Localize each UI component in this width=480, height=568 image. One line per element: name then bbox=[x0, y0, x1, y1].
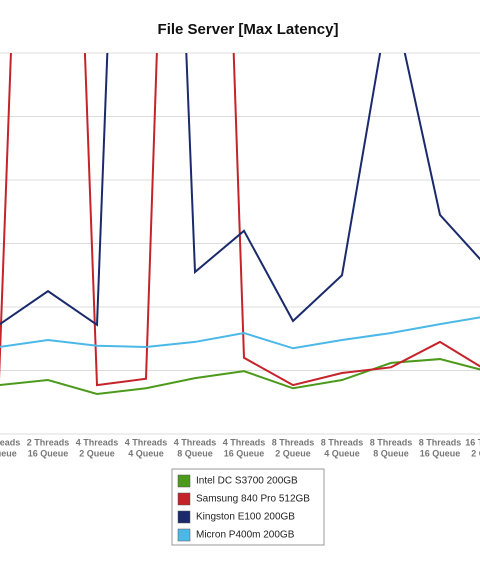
x-tick-label: 4 Threads bbox=[125, 437, 168, 447]
x-tick-label: 16 Threads bbox=[465, 437, 480, 447]
x-tick-label: 4 Queue bbox=[324, 448, 360, 458]
series-line bbox=[0, 53, 480, 387]
x-tick-label: 16 Queue bbox=[224, 448, 265, 458]
legend-swatch bbox=[177, 510, 191, 524]
x-tick-label: 2 Threads bbox=[0, 437, 20, 447]
legend-label: Intel DC S3700 200GB bbox=[196, 476, 298, 487]
x-tick-label: 2 Queue bbox=[471, 448, 480, 458]
x-tick-label: 2 Threads bbox=[27, 437, 70, 447]
legend-label: Samsung 840 Pro 512GB bbox=[196, 494, 310, 505]
x-tick-label: 8 Threads bbox=[370, 437, 413, 447]
x-tick-label: 2 Queue bbox=[79, 448, 115, 458]
x-tick-label: 8 Threads bbox=[321, 437, 364, 447]
x-tick-label: 4 Threads bbox=[223, 437, 266, 447]
x-tick-label: 8 Threads bbox=[419, 437, 462, 447]
series-line bbox=[0, 53, 480, 327]
legend-label: Micron P400m 200GB bbox=[196, 530, 295, 541]
x-tick-label: 8 Queue bbox=[177, 448, 213, 458]
x-tick-label: 2 Queue bbox=[275, 448, 311, 458]
x-tick-label: 4 Threads bbox=[76, 437, 119, 447]
x-tick-label: 8 Threads bbox=[272, 437, 315, 447]
legend-swatch bbox=[177, 492, 191, 506]
legend-label: Kingston E100 200GB bbox=[196, 512, 295, 523]
x-tick-label: 4 Queue bbox=[128, 448, 164, 458]
series-line bbox=[0, 316, 480, 350]
x-tick-label: 16 Queue bbox=[28, 448, 69, 458]
x-tick-label: 4 Threads bbox=[174, 437, 217, 447]
series-line bbox=[0, 358, 480, 396]
x-tick-label: 16 Queue bbox=[420, 448, 461, 458]
legend-swatch bbox=[177, 474, 191, 488]
x-tick-label: 8 Queue bbox=[373, 448, 409, 458]
chart-title: File Server [Max Latency] bbox=[158, 21, 339, 38]
legend-swatch bbox=[177, 528, 191, 542]
x-tick-label: 8 Queue bbox=[0, 448, 17, 458]
legend bbox=[171, 468, 325, 546]
